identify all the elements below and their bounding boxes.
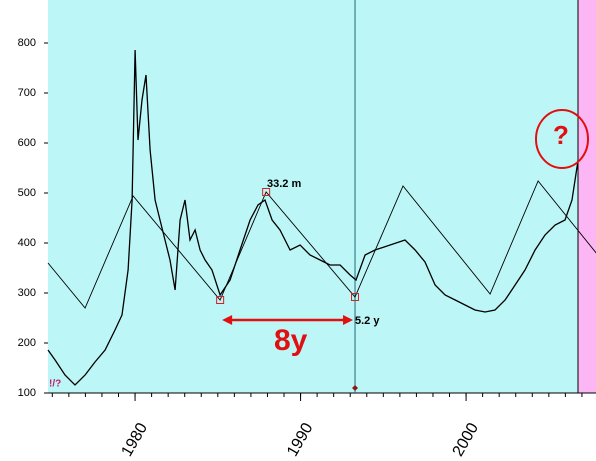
flag-label: !/? <box>49 379 61 390</box>
shaded-region <box>578 0 596 393</box>
cycle-marker <box>352 385 359 391</box>
question-circle <box>535 109 589 169</box>
y-tick-label: 800 <box>18 37 36 49</box>
y-tick-label: 700 <box>18 87 36 99</box>
x-tick-label: 2000 <box>450 420 483 459</box>
arrow-head <box>343 315 354 325</box>
y-tick-label: 400 <box>18 237 36 249</box>
pivot-marker <box>262 188 271 196</box>
y-tick-label: 500 <box>18 187 36 199</box>
arrow-head <box>222 315 233 325</box>
question-label: ? <box>553 120 569 150</box>
plot-background <box>48 0 596 393</box>
x-tick-label: 1980 <box>119 420 152 459</box>
cycle-label: 33.2 m <box>267 178 301 190</box>
cycle-label: 5.2 y <box>355 315 380 327</box>
x-tick-label: 1990 <box>284 420 317 459</box>
y-tick-label: 200 <box>18 337 36 349</box>
pivot-marker <box>351 293 360 301</box>
series-line <box>47 180 596 309</box>
y-tick-label: 300 <box>18 287 36 299</box>
span-label: 8y <box>274 324 308 357</box>
y-tick-label: 100 <box>18 387 36 399</box>
y-tick-label: 600 <box>18 137 36 149</box>
pivot-marker <box>216 296 225 304</box>
